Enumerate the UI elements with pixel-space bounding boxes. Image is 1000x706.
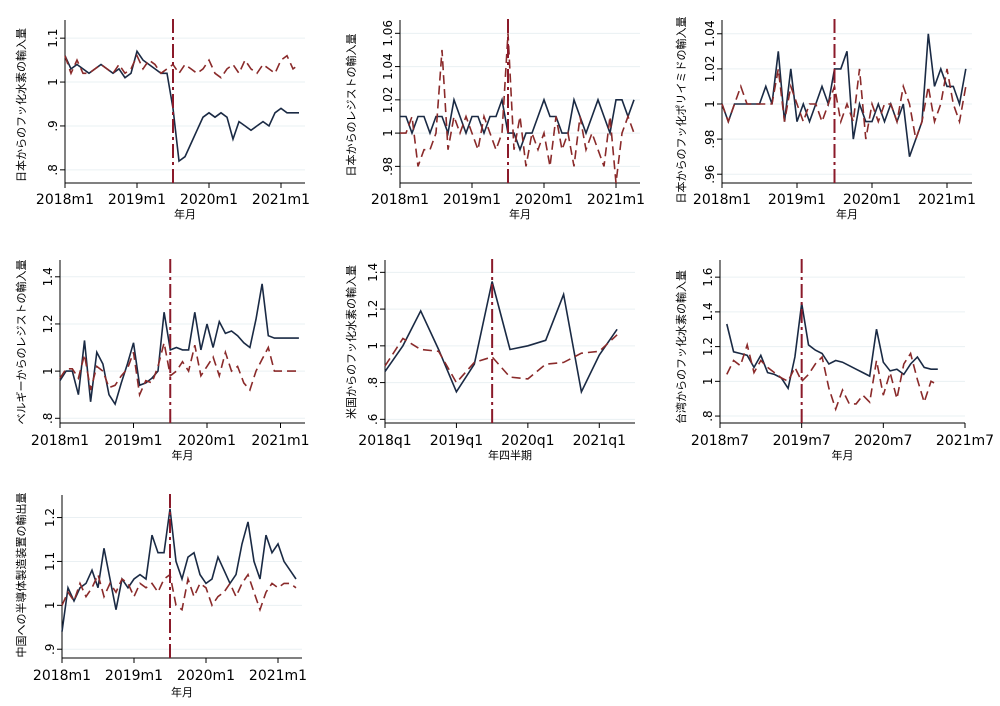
y-axis-title: 米国からのフッ化水素の輸入量 [344, 265, 358, 419]
y-tick-label: 1.04 [381, 53, 395, 80]
y-tick-label: 1.2 [366, 300, 380, 319]
y-tick-label: 1.4 [366, 263, 380, 282]
y-axis-title: 日本からのフッ化ポリイミドの輸入量 [674, 17, 688, 204]
y-tick-label: 1 [701, 378, 715, 386]
x-tick-label: 2018m1 [36, 192, 94, 208]
x-tick-label: 2020m1 [843, 192, 901, 208]
y-tick-label: .6 [366, 414, 380, 425]
y-tick-label: 1 [46, 78, 60, 86]
x-tick-label: 2019m1 [443, 192, 501, 208]
y-tick-label: .96 [703, 165, 717, 184]
series-line-solid [726, 303, 938, 391]
y-tick-label: .9 [43, 643, 57, 654]
series-line-dashed [400, 33, 635, 184]
series-line-dashed [726, 341, 939, 412]
y-tick-label: .8 [366, 377, 380, 388]
y-tick-label: 1 [41, 367, 55, 375]
y-tick-label: .8 [701, 410, 715, 421]
series-line-solid [384, 281, 618, 395]
x-tick-label: 2021m1 [918, 192, 976, 208]
x-tick-label: 2019m1 [104, 433, 162, 449]
x-tick-label: 2019q1 [430, 433, 483, 449]
x-tick-label: 2021m1 [249, 668, 307, 684]
y-tick-label: 1.2 [701, 337, 715, 356]
series-line-solid [721, 33, 967, 157]
x-tick-label: 2020m1 [178, 433, 236, 449]
x-tick-label: 2021m1 [251, 433, 309, 449]
x-axis-title: 年月 [171, 685, 193, 699]
y-tick-label: 1.02 [381, 86, 395, 113]
chart-panel-1: .8 .9 1 1.1 2018m1 2019m1 2020m1 2021m1 日本からのフッ化… [14, 19, 310, 221]
series-line-solid [61, 508, 297, 632]
series-line-solid [400, 96, 635, 153]
y-axis-title: ベルギーからのレジストの輸入量 [14, 260, 28, 425]
y-tick-label: 1.4 [41, 267, 55, 286]
x-tick-label: 2019m1 [108, 192, 166, 208]
series-line-dashed [721, 68, 967, 143]
y-tick-label: 1.04 [703, 20, 717, 47]
x-tick-label: 2019m1 [105, 668, 163, 684]
series-line-dashed [384, 334, 618, 384]
y-tick-label: 1.02 [703, 56, 717, 83]
x-tick-label: 2020m7 [854, 433, 912, 449]
y-tick-label: 1.1 [46, 29, 60, 48]
y-tick-label: .98 [703, 130, 717, 149]
y-axis-title: 台湾からのフッ化水素の輸入量 [674, 270, 688, 424]
x-axis-title: 年月 [172, 448, 194, 462]
series-line-dashed [64, 53, 300, 79]
x-axis-title: 年四半期 [488, 448, 532, 462]
x-tick-label: 2021m7 [936, 433, 994, 449]
y-tick-label: .8 [46, 164, 60, 175]
x-tick-label: 2018m1 [371, 192, 429, 208]
x-tick-label: 2020m1 [515, 192, 573, 208]
y-tick-label: .9 [46, 120, 60, 131]
x-tick-label: 2021m1 [587, 192, 645, 208]
y-tick-label: 1.06 [381, 20, 395, 47]
x-tick-label: 2018m1 [693, 192, 751, 208]
chart-panel-6: .8 1 1.2 1.4 1.6 2018m7 2019m7 2020m7 2021m7 台湾から… [674, 259, 994, 462]
x-tick-label: 2018m7 [691, 433, 749, 449]
x-tick-label: 2019m1 [768, 192, 826, 208]
x-tick-label: 2020m1 [180, 192, 238, 208]
chart-panel-2: .98 1 1.02 1.04 1.06 2018m1 2019m1 2020m1 2021m1… [344, 19, 645, 221]
y-axis-title: 日本からのレジストの輸入量 [344, 34, 358, 177]
chart-panel-3: .96 .98 1 1.02 1.04 2018m1 2019m1 2020m1 2021m1 日… [674, 17, 976, 222]
y-tick-label: 1 [43, 602, 57, 610]
x-tick-label: 2020m1 [177, 668, 235, 684]
series-line-solid [59, 283, 299, 406]
chart-panel-7: .9 1 1.1 1.2 2018m1 2019m1 2020m1 2021m1 中国への半導体… [14, 493, 307, 700]
y-axis-title: 日本からのフッ化水素の輸入量 [14, 28, 28, 182]
x-tick-label: 2019m7 [773, 433, 831, 449]
x-tick-label: 2018m1 [33, 668, 91, 684]
y-tick-label: 1.1 [43, 552, 57, 571]
y-tick-label: 1.2 [41, 314, 55, 333]
x-axis-title: 年月 [836, 207, 858, 221]
y-tick-label: 1 [381, 129, 395, 137]
chart-panel-4: .8 1 1.2 1.4 2018m1 2019m1 2020m1 2021m1 ベルギーからの… [14, 259, 310, 462]
y-axis-title: 中国への半導体製造装置の輸出量 [14, 493, 28, 658]
x-tick-label: 2018m1 [31, 433, 89, 449]
x-axis-title: 年月 [174, 207, 196, 221]
y-tick-label: .98 [381, 157, 395, 176]
y-tick-label: 1 [703, 100, 717, 108]
x-axis-title: 年月 [509, 207, 531, 221]
x-tick-label: 2021q1 [573, 433, 626, 449]
x-tick-label: 2020q1 [501, 433, 554, 449]
series-line-dashed [61, 572, 297, 613]
y-tick-label: 1.6 [701, 268, 715, 287]
y-tick-label: 1.4 [701, 302, 715, 321]
x-tick-label: 2021m1 [252, 192, 310, 208]
chart-panel-5: .6 .8 1 1.2 1.4 2018q1 2019q1 2020q1 2021q1 米国からの… [344, 259, 635, 462]
series-line-dashed [59, 342, 299, 398]
y-tick-label: .8 [41, 413, 55, 424]
y-tick-label: 1 [366, 342, 380, 350]
y-tick-label: 1.2 [43, 508, 57, 527]
x-axis-title: 年月 [832, 448, 854, 462]
x-tick-label: 2018q1 [358, 433, 411, 449]
